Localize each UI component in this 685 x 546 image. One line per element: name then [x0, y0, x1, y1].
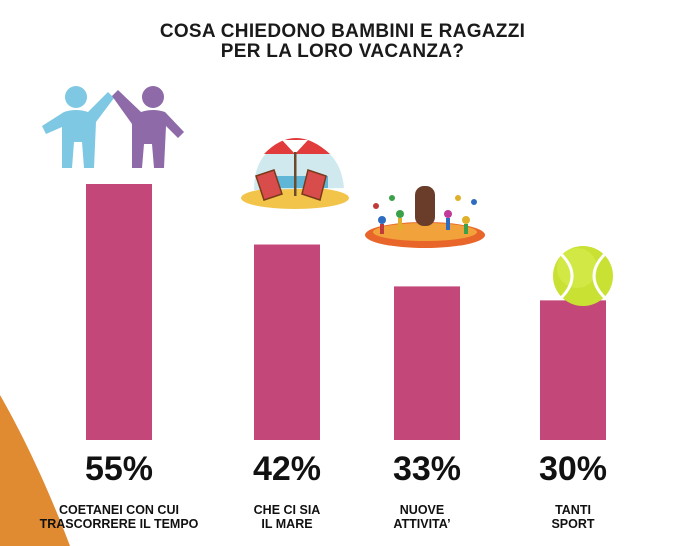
people-high-five-icon	[42, 86, 184, 168]
category-label-2-line-2: ATTIVITA’	[393, 517, 451, 531]
bar-2	[394, 286, 460, 440]
category-label-0: COETANEI CON CUI TRASCORRERE IL TEMPO	[24, 503, 214, 531]
title-line-1: COSA CHIEDONO BAMBINI E RAGAZZI	[159, 21, 526, 42]
category-label-1: CHE CI SIA IL MARE	[192, 503, 382, 531]
category-label-3: TANTI SPORT	[478, 503, 668, 531]
category-label-2: NUOVE ATTIVITA’	[327, 503, 517, 531]
chart-title: COSA CHIEDONO BAMBINI E RAGAZZI PER LA L…	[0, 22, 685, 62]
category-label-1-line-1: CHE CI SIA	[253, 503, 321, 517]
circus-activity-icon	[365, 186, 485, 248]
category-label-1-line-2: IL MARE	[261, 517, 313, 531]
category-label-3-line-2: SPORT	[551, 517, 595, 531]
value-label-0: 55%	[84, 450, 154, 488]
category-label-0-line-1: COETANEI CON CUI	[59, 503, 179, 517]
category-label-0-line-2: TRASCORRERE IL TEMPO	[39, 517, 199, 531]
tennis-ball-icon	[553, 246, 613, 306]
beach-umbrella-icon	[241, 138, 349, 209]
bar-3	[540, 300, 606, 440]
category-label-3-line-1: TANTI	[555, 503, 591, 517]
category-label-2-line-1: NUOVE	[399, 503, 445, 517]
title-line-2: PER LA LORO VACANZA?	[220, 41, 465, 62]
value-label-1: 42%	[252, 450, 322, 488]
value-label-2: 33%	[392, 450, 462, 488]
value-label-3: 30%	[538, 450, 608, 488]
bar-1	[254, 244, 320, 440]
bar-0	[86, 184, 152, 440]
